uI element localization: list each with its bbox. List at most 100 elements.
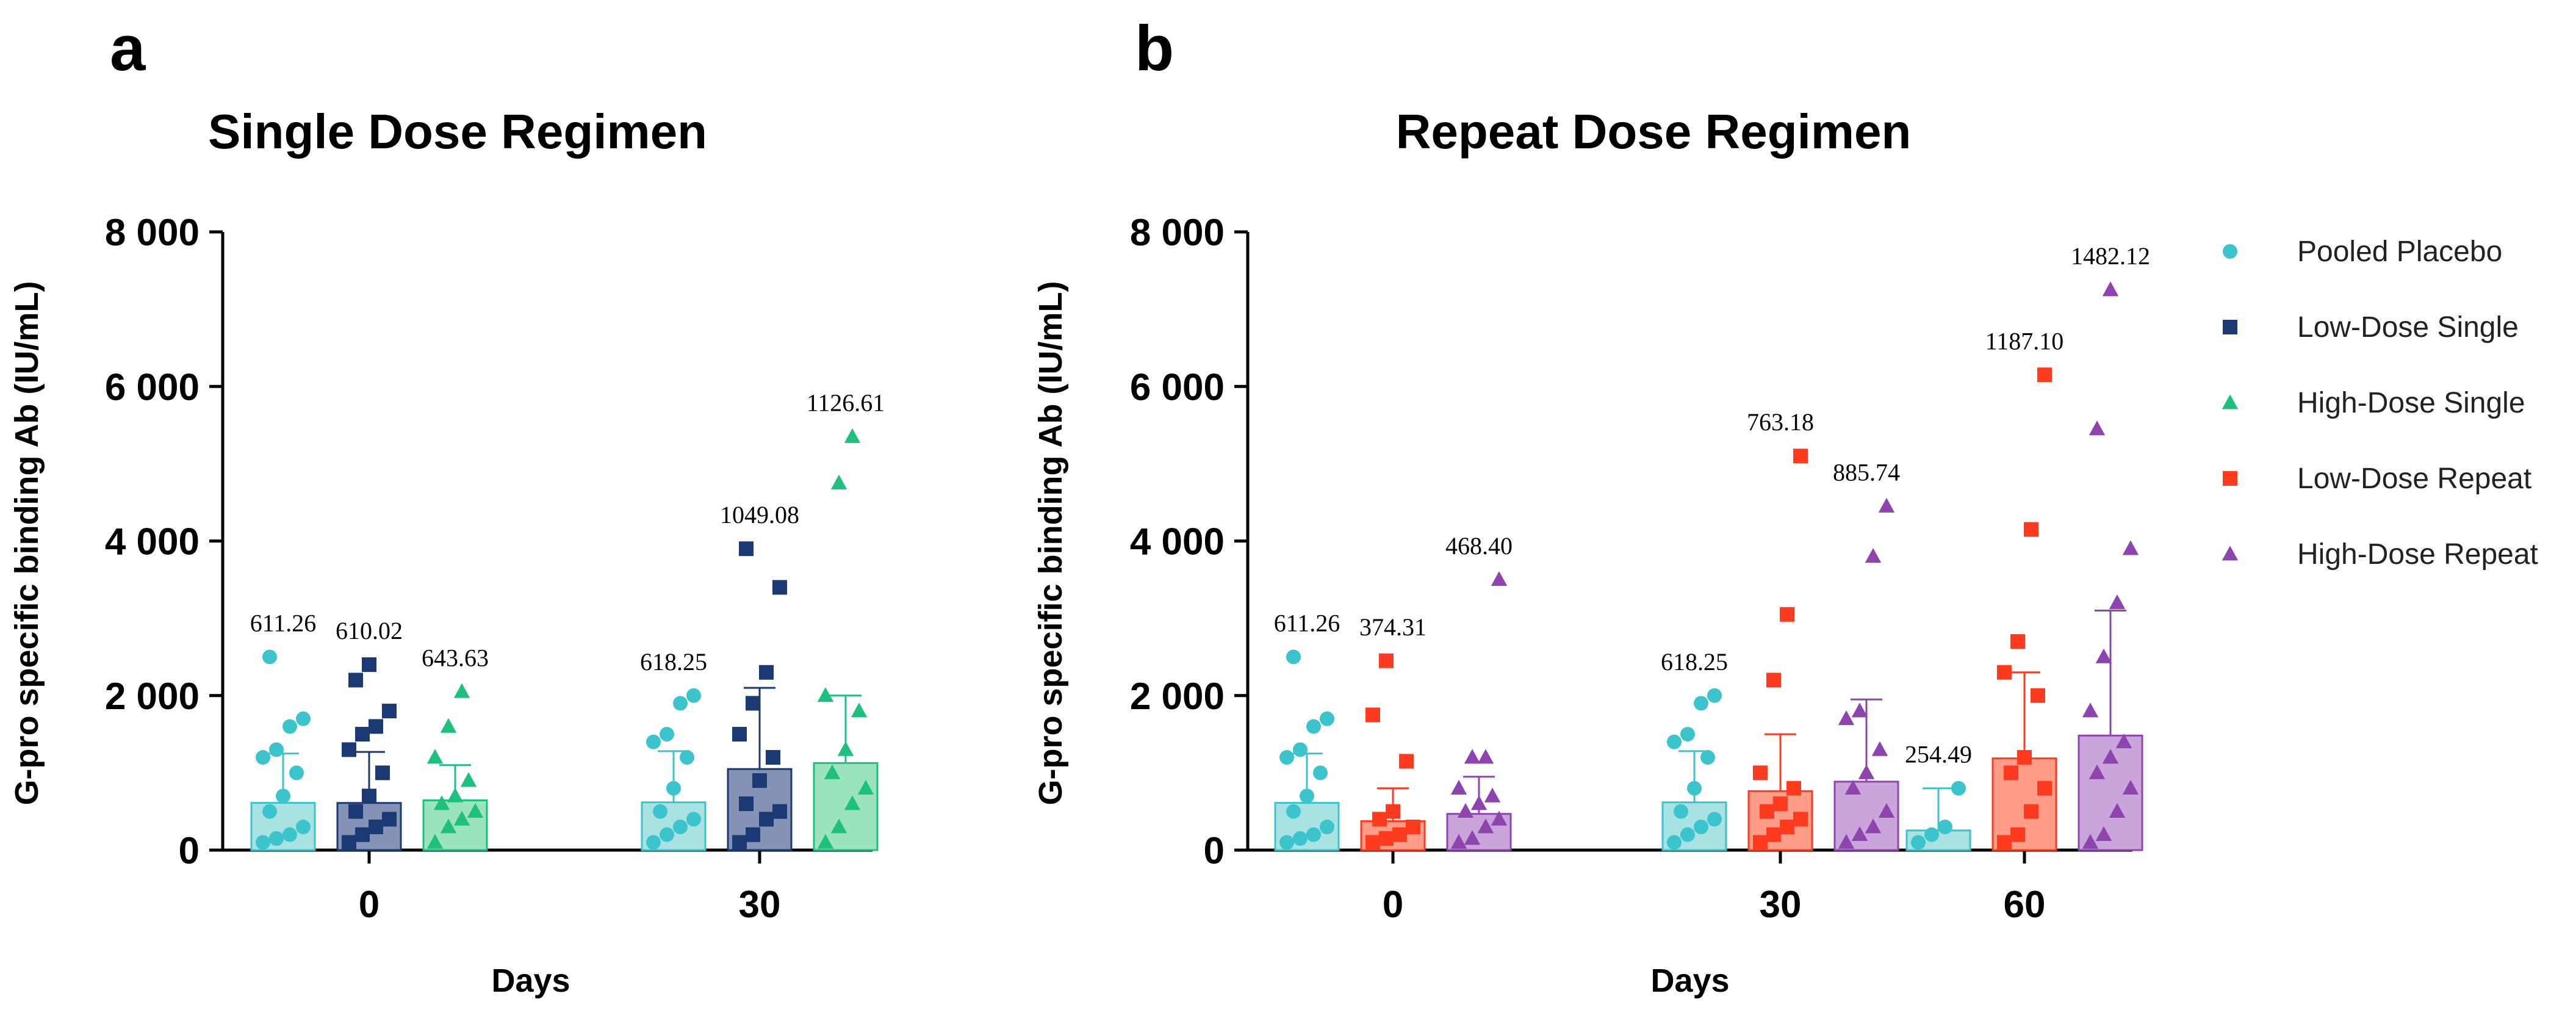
data-point: [1694, 820, 1708, 835]
data-point: [1491, 571, 1508, 586]
data-point: [289, 765, 304, 781]
y-tick-label: 6 000: [105, 366, 200, 408]
data-point: [1293, 742, 1308, 757]
data-point: [1911, 835, 1926, 850]
data-point: [269, 742, 284, 757]
data-point: [1392, 827, 1407, 842]
data-point: [382, 704, 397, 719]
data-point: [1865, 818, 1882, 834]
data-label: 1187.10: [1985, 327, 2064, 355]
data-point: [1477, 818, 1494, 834]
data-point: [2122, 779, 2139, 795]
panel-b-title: Repeat Dose Regimen: [1396, 104, 1912, 159]
panel-b-y-axis-label: G-pro specific binding Ab (IU/mL): [1032, 281, 1069, 806]
data-point: [2115, 733, 2132, 749]
panel-a-title: Single Dose Regimen: [208, 104, 707, 159]
data-point: [2089, 764, 2106, 779]
data-label: 618.25: [640, 648, 707, 676]
legend-label: Low-Dose Repeat: [2297, 463, 2531, 495]
data-point: [467, 803, 484, 818]
data-label: 610.02: [336, 617, 403, 644]
y-tick-label: 4 000: [105, 521, 200, 563]
legend: Pooled Placebo Low-Dose Single High-Dose S…: [2222, 236, 2538, 571]
data-point: [1667, 734, 1682, 749]
legend-item: High-Dose Repeat: [2222, 538, 2538, 571]
y-tick-label: 6 000: [1130, 366, 1225, 408]
data-point: [2010, 634, 2025, 649]
data-point: [262, 804, 277, 819]
data-point: [375, 765, 390, 781]
data-point: [772, 804, 787, 819]
x-tick-label: 30: [739, 884, 781, 926]
data-point: [1399, 754, 1414, 769]
data-point: [1379, 653, 1394, 668]
data-point: [673, 696, 688, 711]
data-point: [1680, 827, 1695, 842]
data-point: [1680, 727, 1695, 742]
y-tick-label: 8 000: [105, 212, 200, 254]
data-point: [1406, 820, 1420, 835]
data-point: [2095, 648, 2112, 663]
data-point: [348, 673, 363, 688]
data-label: 254.49: [1905, 741, 1972, 768]
data-point: [772, 580, 787, 595]
data-point: [1793, 449, 1808, 464]
data-point: [830, 818, 847, 834]
data-point: [857, 779, 874, 795]
data-point: [440, 818, 457, 834]
data-point: [1878, 497, 1895, 513]
legend-item: Pooled Placebo: [2223, 236, 2502, 268]
bar: [813, 762, 879, 851]
data-point: [1700, 750, 1715, 765]
legend-marker: [2223, 471, 2237, 486]
data-point: [282, 827, 297, 842]
panel-b-plot: 0 2 000 4 000 6 000 8 000 0 611.26 374.31 468.40…: [1130, 212, 2150, 926]
data-point: [256, 835, 270, 850]
data-point: [680, 750, 694, 765]
data-point: [2109, 594, 2126, 610]
data-point: [851, 702, 868, 718]
data-point: [1707, 812, 1722, 827]
data-point: [426, 834, 444, 849]
data-point: [2010, 827, 2025, 842]
data-point: [369, 820, 383, 835]
panel-a-letter: a: [110, 13, 146, 84]
data-point: [1279, 750, 1294, 765]
data-point: [1279, 835, 1294, 850]
data-point: [447, 787, 464, 803]
data-label: 643.63: [422, 644, 489, 671]
data-label: 1049.08: [720, 501, 799, 528]
data-point: [1457, 803, 1474, 818]
data-label: 468.40: [1445, 532, 1513, 560]
data-point: [1320, 820, 1334, 835]
data-point: [830, 474, 847, 489]
data-point: [1477, 749, 1494, 764]
panel-a-plot: 0 2 000 4 000 6 000 8 000 0 611.26 610.02 643.63…: [105, 212, 885, 926]
data-point: [1753, 765, 1768, 781]
x-tick-label: 0: [1383, 884, 1403, 926]
data-point: [1851, 702, 1868, 718]
x-tick-label: 30: [1760, 884, 1802, 926]
data-point: [2024, 804, 2038, 819]
data-point: [660, 827, 674, 842]
panel-b: b Repeat Dose Regimen G-pro specific bin…: [1032, 13, 2150, 999]
data-point: [1780, 607, 1794, 622]
data-point: [1470, 795, 1488, 810]
data-point: [1286, 649, 1301, 665]
data-point: [1793, 812, 1808, 827]
legend-item: High-Dose Single: [2222, 387, 2525, 419]
data-point: [2089, 420, 2106, 436]
panel-a-x-axis-label: Days: [491, 962, 570, 999]
data-point: [342, 835, 356, 850]
data-point: [2037, 367, 2052, 383]
legend-item: Low-Dose Repeat: [2223, 463, 2531, 495]
data-point: [362, 788, 376, 804]
data-point: [1838, 834, 1855, 849]
data-point: [1674, 804, 1688, 819]
y-tick-label: 0: [179, 830, 200, 872]
data-point: [2095, 826, 2112, 842]
data-point: [2031, 688, 2045, 703]
data-point: [1450, 779, 1467, 795]
data-point: [453, 810, 470, 826]
